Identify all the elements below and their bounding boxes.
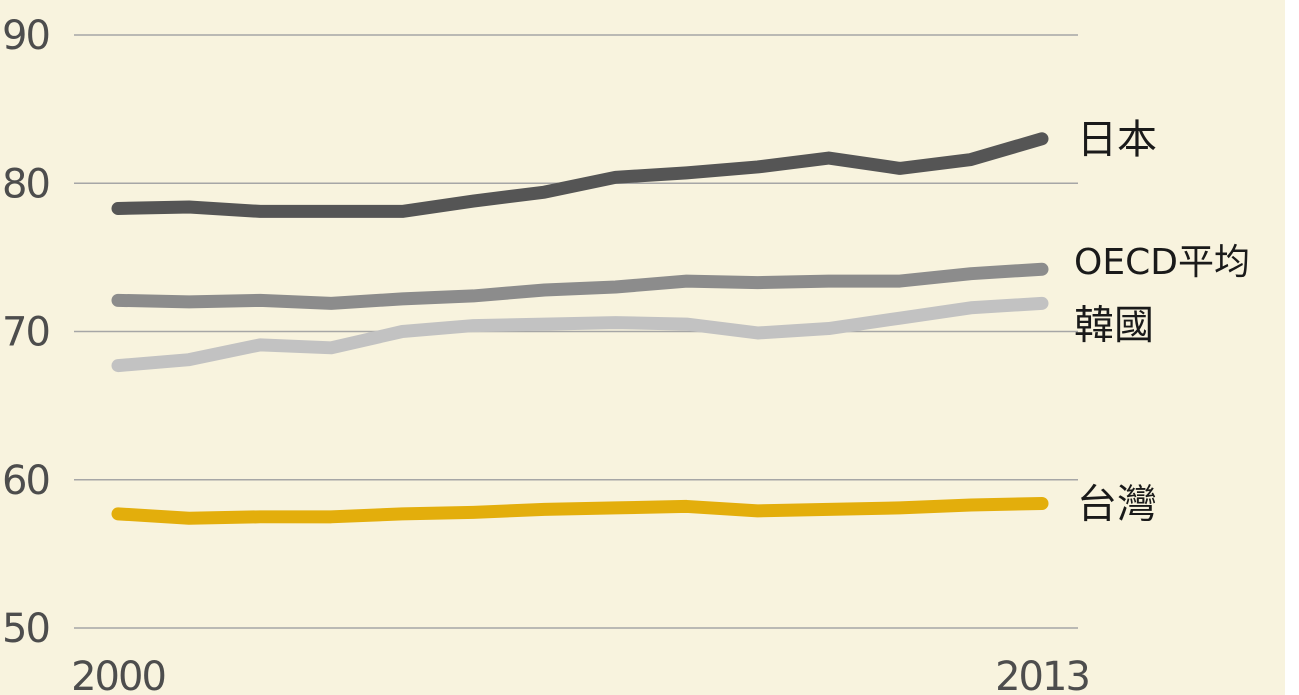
x-axis-ticks: 2000 2013 bbox=[71, 654, 1091, 695]
series-line bbox=[111, 262, 1049, 310]
series-lines bbox=[111, 132, 1049, 525]
series-label: 日本 bbox=[1077, 117, 1157, 163]
series-line bbox=[111, 496, 1049, 525]
y-tick-label: 80 bbox=[2, 161, 49, 207]
series-label: 台灣 bbox=[1077, 481, 1157, 527]
series-line bbox=[111, 132, 1049, 218]
series-label: OECD平均 bbox=[1074, 242, 1250, 283]
series-line bbox=[111, 296, 1049, 373]
series-label: 韓國 bbox=[1074, 302, 1154, 348]
grid-lines bbox=[74, 34, 1078, 629]
x-tick-label: 2000 bbox=[71, 654, 165, 695]
y-axis-ticks: 50 60 70 80 90 bbox=[2, 13, 51, 652]
y-tick-label: 90 bbox=[2, 13, 49, 59]
y-tick-label: 60 bbox=[2, 458, 49, 504]
y-tick-label: 50 bbox=[2, 606, 49, 652]
y-tick-label: 70 bbox=[2, 310, 49, 356]
x-tick-label: 2013 bbox=[995, 654, 1089, 695]
